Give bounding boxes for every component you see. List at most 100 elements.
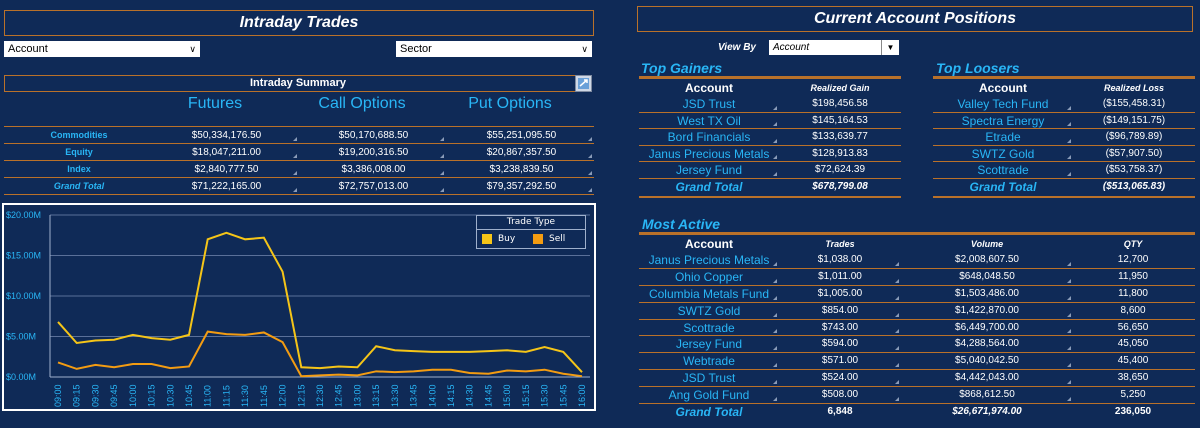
- account-cell[interactable]: Janus Precious Metals: [648, 253, 770, 267]
- trade-chart: $0.00M $5.00M $10.00M $15.00M $20.00M 09:00 09…: [2, 203, 596, 411]
- account-cell[interactable]: Ang Gold Fund: [668, 388, 750, 403]
- cell-marker-icon: [895, 278, 899, 283]
- active-col-qty: QTY: [1123, 239, 1143, 249]
- value-cell: $145,164.53: [812, 114, 868, 126]
- cell-marker-icon: [773, 346, 777, 351]
- losers-col-loss: Realized Loss: [1103, 83, 1165, 93]
- most-active-title: Most Active: [642, 216, 721, 232]
- x-tick-label: 10:00: [128, 384, 138, 407]
- table-row[interactable]: Ang Gold Fund $508.00 $868,612.50 5,250: [639, 387, 1195, 405]
- summary-row: Equity $18,047,211.00 $19,200,316.50 $20,86…: [4, 144, 594, 161]
- table-row[interactable]: Scottrade ($53,758.37): [933, 162, 1195, 179]
- table-row[interactable]: JSD Trust $524.00 $4,442,043.00 38,650: [639, 370, 1195, 388]
- grand-total-row: Grand Total ($513,065.83): [933, 179, 1195, 196]
- table-row[interactable]: Jersey Fund $594.00 $4,288,564.00 45,050: [639, 336, 1195, 354]
- cell-marker-icon: [773, 122, 777, 127]
- account-cell[interactable]: Bord Financials: [667, 130, 751, 145]
- cell-marker-icon: [588, 137, 592, 141]
- x-tick-label: 15:15: [521, 384, 531, 407]
- table-row[interactable]: Ohio Copper $1,011.00 $648,048.50 11,950: [639, 269, 1195, 286]
- account-cell[interactable]: Etrade: [985, 130, 1021, 145]
- summary-cell-put[interactable]: $79,357,292.50: [486, 181, 557, 192]
- summary-row: Commodities $50,334,176.50 $50,170,688.50 $…: [4, 127, 594, 144]
- divider: [933, 195, 1195, 198]
- summary-cell-put[interactable]: $20,867,357.50: [486, 147, 557, 158]
- cell-marker-icon: [895, 380, 899, 385]
- account-cell[interactable]: Jersey Fund: [675, 337, 743, 352]
- grand-total-value: ($513,065.83): [1102, 180, 1166, 192]
- summary-cell-call[interactable]: $72,757,013.00: [338, 181, 409, 192]
- table-row[interactable]: West TX Oil $145,164.53: [639, 113, 901, 130]
- chart-legend: Trade Type Buy Sell: [476, 215, 586, 249]
- trades-cell: $508.00: [821, 389, 859, 401]
- account-cell[interactable]: Scottrade: [977, 163, 1029, 178]
- account-cell[interactable]: Ohio Copper: [674, 269, 744, 284]
- refresh-button[interactable]: [575, 75, 592, 92]
- summary-cell-call[interactable]: $50,170,688.50: [338, 130, 409, 141]
- sector-dropdown[interactable]: Sector ∨: [396, 41, 592, 57]
- cell-marker-icon: [293, 188, 297, 192]
- summary-cell-put[interactable]: $55,251,095.50: [486, 130, 557, 141]
- account-cell[interactable]: JSD Trust: [682, 371, 736, 386]
- table-row[interactable]: Janus Precious Metals $1,038.00 $2,008,607…: [639, 252, 1195, 269]
- account-cell[interactable]: Janus Precious Metals: [648, 146, 770, 161]
- account-cell[interactable]: Jersey Fund: [675, 163, 743, 178]
- divider: [933, 76, 1195, 79]
- table-row[interactable]: Columbia Metals Fund $1,005.00 $1,503,486.…: [639, 286, 1195, 303]
- legend-buy: Buy: [498, 234, 516, 244]
- cell-marker-icon: [773, 363, 777, 368]
- account-cell[interactable]: Columbia Metals Fund: [648, 286, 770, 301]
- table-row[interactable]: Scottrade $743.00 $6,449,700.00 56,650: [639, 320, 1195, 337]
- account-cell[interactable]: Spectra Energy: [961, 113, 1045, 128]
- table-row[interactable]: Webtrade $571.00 $5,040,042.50 45,400: [639, 353, 1195, 371]
- account-cell[interactable]: Valley Tech Fund: [957, 97, 1049, 111]
- cell-marker-icon: [773, 261, 777, 266]
- summary-row: Grand Total $71,222,165.00 $72,757,013.00 $…: [4, 178, 594, 195]
- trades-cell: $1,011.00: [818, 270, 862, 282]
- value-cell: ($149,151.75): [1102, 114, 1166, 126]
- table-row[interactable]: JSD Trust $198,456.58: [639, 96, 901, 113]
- cell-marker-icon: [1067, 380, 1071, 385]
- account-cell[interactable]: JSD Trust: [682, 97, 736, 111]
- table-row[interactable]: Bord Financials $133,639.77: [639, 129, 901, 146]
- x-tick-label: 14:15: [446, 384, 456, 407]
- account-dropdown[interactable]: Account ∨: [4, 41, 200, 57]
- summary-table: Commodities $50,334,176.50 $50,170,688.50 $…: [4, 127, 594, 195]
- summary-row-label: Index: [67, 164, 91, 174]
- summary-cell-futures[interactable]: $71,222,165.00: [191, 181, 262, 192]
- table-row[interactable]: Etrade ($96,789.89): [933, 129, 1195, 146]
- divider: [639, 76, 901, 79]
- table-row[interactable]: Janus Precious Metals $128,913.83: [639, 146, 901, 163]
- summary-cell-futures[interactable]: $18,047,211.00: [192, 147, 261, 158]
- account-cell[interactable]: Scottrade: [683, 320, 735, 335]
- table-row[interactable]: SWTZ Gold ($57,907.50): [933, 146, 1195, 163]
- qty-cell: 45,050: [1117, 338, 1149, 350]
- cell-marker-icon: [895, 346, 899, 351]
- grand-total-row: Grand Total 6,848 $26,671,974.00 236,050: [639, 404, 1195, 420]
- grand-total-trades: 6,848: [827, 406, 853, 418]
- summary-cell-put[interactable]: $3,238,839.50: [489, 164, 554, 175]
- table-row[interactable]: Valley Tech Fund ($155,458.31): [933, 96, 1195, 113]
- summary-cell-call[interactable]: $19,200,316.50: [338, 147, 409, 158]
- account-cell[interactable]: Webtrade: [683, 354, 735, 369]
- x-tick-label: 09:15: [72, 384, 82, 407]
- summary-cell-futures[interactable]: $2,840,777.50: [194, 164, 259, 175]
- cell-marker-icon: [773, 138, 777, 143]
- summary-cell-futures[interactable]: $50,334,176.50: [191, 130, 262, 141]
- view-by-dropdown[interactable]: Account ▼: [769, 40, 899, 55]
- buy-swatch: [482, 234, 492, 244]
- account-cell[interactable]: SWTZ Gold: [971, 146, 1035, 161]
- account-cell[interactable]: West TX Oil: [677, 113, 741, 128]
- table-row[interactable]: Jersey Fund $72,624.39: [639, 162, 901, 179]
- cell-marker-icon: [773, 329, 777, 334]
- table-row[interactable]: SWTZ Gold $854.00 $1,422,870.00 8,600: [639, 303, 1195, 320]
- x-tick-label: 11:00: [203, 385, 213, 407]
- divider: [4, 126, 594, 127]
- x-tick-label: 15:00: [502, 384, 512, 407]
- summary-cell-call[interactable]: $3,386,008.00: [341, 164, 406, 175]
- x-tick-label: 09:30: [90, 384, 100, 407]
- summary-row-label: Grand Total: [53, 181, 105, 191]
- table-row[interactable]: Spectra Energy ($149,151.75): [933, 113, 1195, 130]
- top-losers-title: Top Loosers: [936, 60, 1020, 76]
- account-cell[interactable]: SWTZ Gold: [677, 303, 741, 318]
